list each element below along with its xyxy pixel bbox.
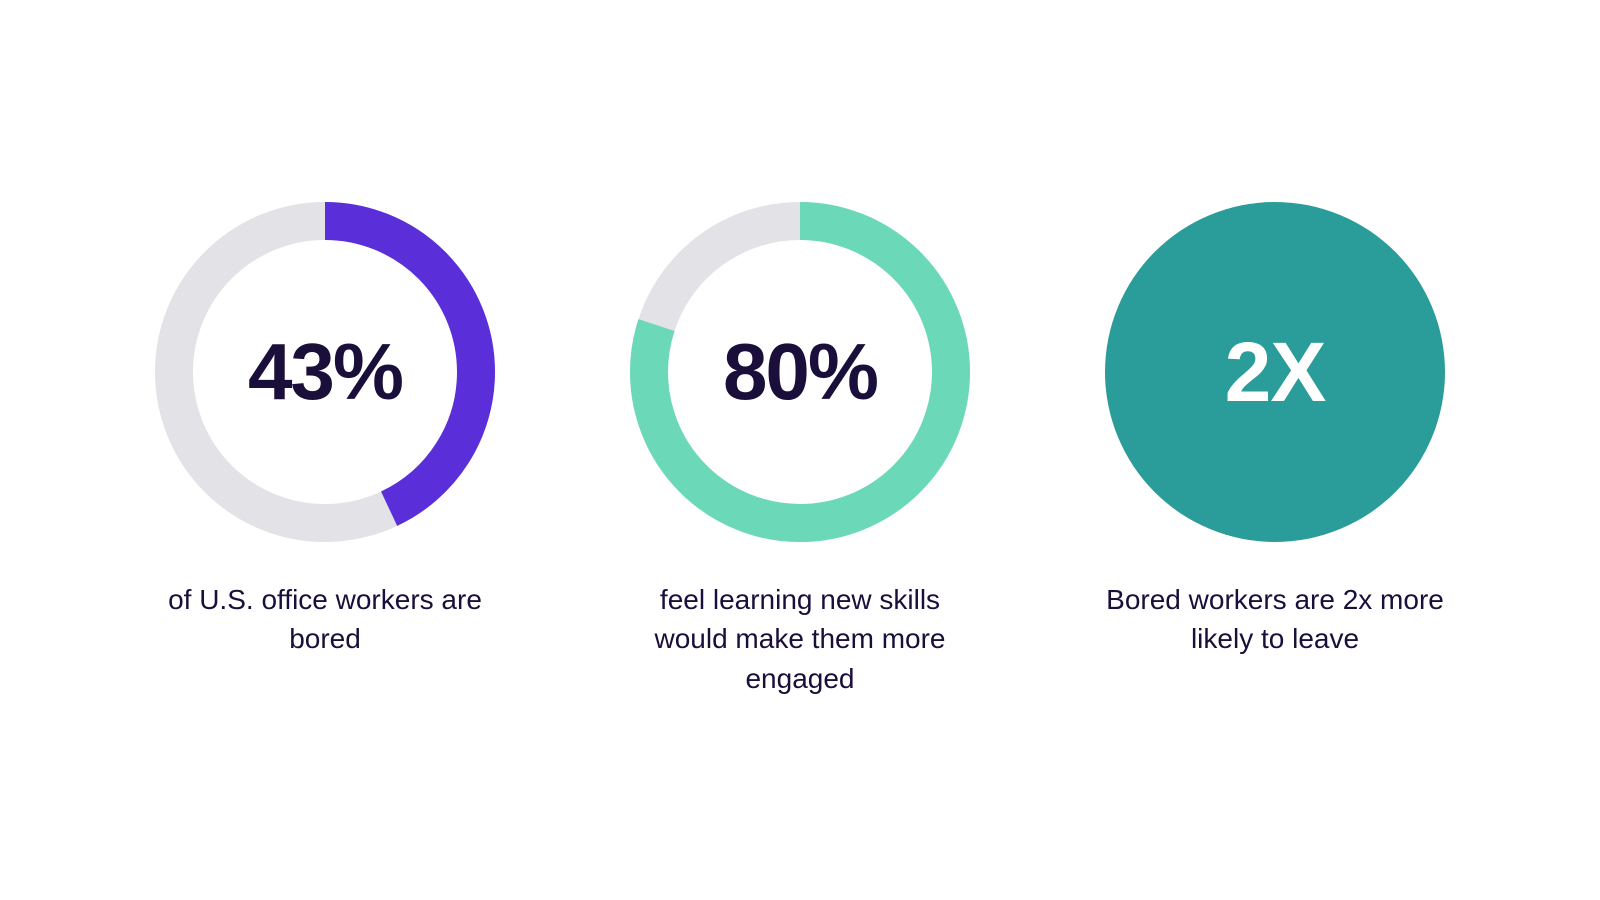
donut-center: 80%: [630, 202, 970, 542]
stat-caption-leave: Bored workers are 2x more likely to leav…: [1095, 580, 1455, 658]
stat-block-skills: 80% feel learning new skills would make …: [610, 202, 990, 698]
donut-center: 43%: [155, 202, 495, 542]
stat-caption-bored: of U.S. office workers are bored: [145, 580, 505, 658]
stat-caption-skills: feel learning new skills would make them…: [620, 580, 980, 698]
donut-chart-skills: 80%: [630, 202, 970, 542]
donut-chart-bored: 43%: [155, 202, 495, 542]
stat-infographic: 43% of U.S. office workers are bored 80%…: [135, 202, 1465, 698]
stat-value-skills: 80%: [723, 326, 877, 418]
stat-value-bored: 43%: [248, 326, 402, 418]
stat-block-leave: 2X Bored workers are 2x more likely to l…: [1085, 202, 1465, 658]
stat-value-leave: 2X: [1225, 324, 1326, 421]
solid-circle-leave: 2X: [1105, 202, 1445, 542]
stat-block-bored: 43% of U.S. office workers are bored: [135, 202, 515, 658]
